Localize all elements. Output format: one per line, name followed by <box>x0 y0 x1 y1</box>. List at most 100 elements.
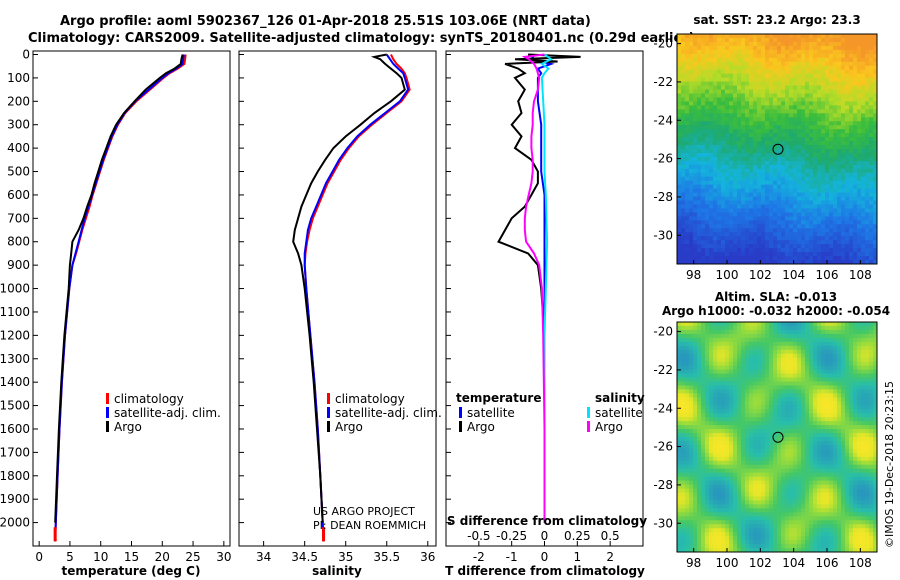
map-cell <box>845 349 850 355</box>
map-cell <box>741 224 746 229</box>
map-cell <box>785 137 790 142</box>
map-cell <box>865 192 870 198</box>
map-cell <box>849 176 854 182</box>
map-cell <box>761 417 766 422</box>
map-cell <box>821 121 826 126</box>
map-cell <box>745 81 750 87</box>
map-cell <box>833 145 838 150</box>
map-cell <box>717 456 722 462</box>
map-cell <box>849 184 854 190</box>
map-cell <box>729 429 734 434</box>
map-cell <box>757 113 762 118</box>
map-cell <box>841 149 846 154</box>
map-cell <box>721 397 726 402</box>
map-cell <box>801 333 806 339</box>
map-cell <box>713 101 718 106</box>
map-cell <box>869 464 874 470</box>
map-cell <box>689 329 694 335</box>
map-cell <box>741 121 746 126</box>
map-cell <box>761 333 766 339</box>
map-cell <box>717 34 722 39</box>
map-cell <box>837 256 842 261</box>
map-cell <box>681 468 686 474</box>
map-cell <box>857 413 862 418</box>
map-cell <box>873 393 877 398</box>
map-cell <box>685 53 690 59</box>
s-diff-tick-label: 0 <box>541 529 549 543</box>
map-cell <box>829 160 834 166</box>
map-cell <box>705 129 710 134</box>
map-cell <box>705 37 710 43</box>
map-cell <box>725 341 730 347</box>
map-cell <box>697 69 702 75</box>
map-cell <box>685 365 690 371</box>
map-cell <box>813 353 818 359</box>
map-cell <box>681 337 686 343</box>
map-cell <box>761 365 766 371</box>
map-cell <box>869 437 874 442</box>
map-cell <box>793 216 798 221</box>
map-cell <box>797 444 802 450</box>
map-cell <box>713 448 718 454</box>
map-cell <box>809 421 814 426</box>
map-cell <box>741 357 746 363</box>
map-cell <box>785 333 790 339</box>
map-cell <box>689 369 694 375</box>
map-cell <box>745 156 750 162</box>
map-cell <box>857 256 862 261</box>
map-cell <box>809 41 814 47</box>
map-cell <box>685 369 690 375</box>
map-cell <box>817 252 822 257</box>
map-cell <box>709 425 714 430</box>
map-cell <box>769 224 774 229</box>
map-cell <box>729 152 734 158</box>
map-cell <box>829 180 834 186</box>
map-cell <box>705 452 710 458</box>
map-cell <box>873 196 877 202</box>
map-cell <box>789 377 794 382</box>
map-cell <box>741 184 746 190</box>
map-cell <box>793 53 798 59</box>
map-cell <box>841 172 846 178</box>
map-cell <box>789 192 794 198</box>
map-cell <box>749 156 754 162</box>
map-cell <box>697 228 702 233</box>
map-cell <box>781 208 786 213</box>
map-cell <box>821 145 826 150</box>
map-cell <box>773 57 778 63</box>
map-cell <box>701 333 706 339</box>
map-cell <box>753 353 758 359</box>
map-cell <box>793 41 798 47</box>
map-cell <box>677 212 682 217</box>
map-cell <box>833 156 838 162</box>
map-cell <box>749 381 754 386</box>
map-cell <box>801 365 806 371</box>
map-cell <box>745 345 750 351</box>
map-cell <box>853 248 858 253</box>
x-tick-label: 35.5 <box>373 550 400 564</box>
map-cell <box>749 89 754 94</box>
map-cell <box>713 196 718 202</box>
map-cell <box>777 121 782 126</box>
map-cell <box>793 73 798 79</box>
map-cell <box>729 389 734 394</box>
map-cell <box>741 85 746 91</box>
map-cell <box>825 93 830 98</box>
map-cell <box>829 184 834 190</box>
map-cell <box>865 401 870 406</box>
map-cell <box>693 152 698 158</box>
map-cell <box>785 353 790 359</box>
map-cell <box>797 149 802 154</box>
map-cell <box>725 200 730 206</box>
map-cell <box>873 345 877 351</box>
map-cell <box>749 345 754 351</box>
map-cell <box>841 393 846 398</box>
map-cell <box>785 393 790 398</box>
map-cell <box>705 212 710 217</box>
map-cell <box>753 240 758 245</box>
map-cell <box>869 105 874 110</box>
map-cell <box>677 105 682 110</box>
map-cell <box>845 401 850 406</box>
map-cell <box>805 129 810 134</box>
map-cell <box>785 125 790 130</box>
